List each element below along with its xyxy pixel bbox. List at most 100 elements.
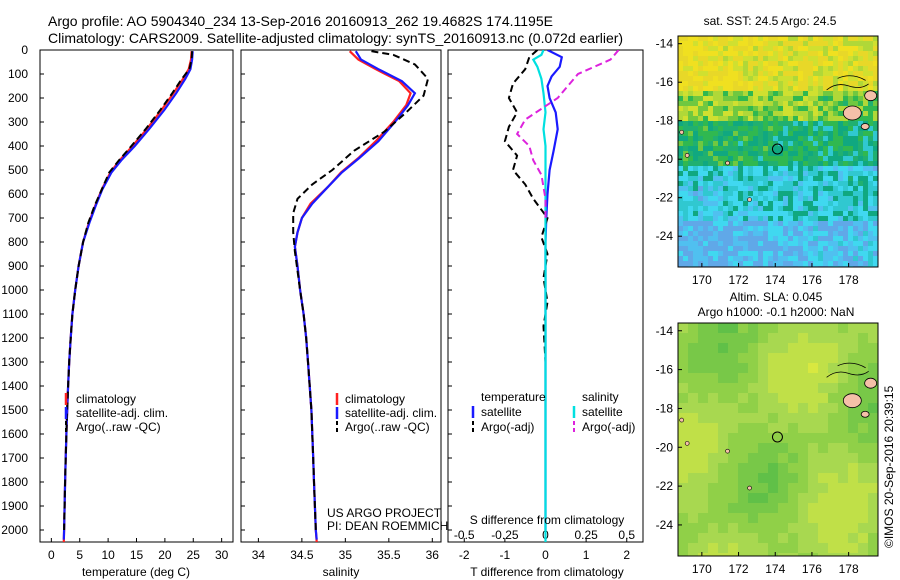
map-cell <box>708 256 714 262</box>
map-cell <box>728 553 739 556</box>
map-cell <box>753 216 759 222</box>
map-cell <box>743 226 749 232</box>
map-cell <box>748 131 754 137</box>
map-cell <box>828 473 839 484</box>
map-cell <box>733 51 739 57</box>
map-cell <box>838 226 844 232</box>
map-cell <box>713 71 719 77</box>
map-cell <box>748 191 754 197</box>
map-cell <box>778 96 784 102</box>
map-cell <box>848 196 854 202</box>
map-cell <box>688 493 699 504</box>
map-cell <box>778 373 789 384</box>
map-cell <box>723 126 729 132</box>
map-cell <box>753 251 759 257</box>
map-cell <box>843 71 849 77</box>
map-cell <box>778 51 784 57</box>
map-cell <box>748 503 759 514</box>
map-cell <box>683 36 689 42</box>
map-cell <box>753 121 759 127</box>
map-cell <box>848 136 854 142</box>
map-cell <box>738 226 744 232</box>
map-cell <box>788 443 799 454</box>
map-cell <box>853 91 859 97</box>
map-cell <box>758 156 764 162</box>
map-cell <box>798 503 809 514</box>
map-cell <box>718 181 724 187</box>
map-cell <box>828 236 834 242</box>
map-cell <box>788 343 799 354</box>
map-cell <box>798 41 804 47</box>
map-cell <box>788 156 794 162</box>
map-cell <box>708 353 719 364</box>
map-x-tick-label: 178 <box>839 562 859 576</box>
map-cell <box>828 403 839 414</box>
map-cell <box>843 186 849 192</box>
sst-map-title: sat. SST: 24.5 Argo: 24.5 <box>704 14 837 28</box>
map-cell <box>808 543 819 554</box>
map-cell <box>733 191 739 197</box>
map-cell <box>808 433 819 444</box>
map-cell <box>693 81 699 87</box>
map-cell <box>778 553 789 556</box>
map-cell <box>768 453 779 464</box>
map-cell <box>808 66 814 72</box>
map-cell <box>788 206 794 212</box>
sla-map-title-2: Argo h1000: -0.1 h2000: NaN <box>698 305 855 319</box>
map-cell <box>758 146 764 152</box>
map-cell <box>793 181 799 187</box>
map-cell <box>678 61 684 67</box>
map-cell <box>838 383 849 394</box>
map-cell <box>728 443 739 454</box>
map-cell <box>703 191 709 197</box>
map-cell <box>758 226 764 232</box>
map-cell <box>783 186 789 192</box>
map-cell <box>698 146 704 152</box>
map-cell <box>813 231 819 237</box>
map-cell <box>778 81 784 87</box>
map-cell <box>738 136 744 142</box>
legend-argo: Argo(..raw -QC) <box>345 420 430 434</box>
map-cell <box>768 101 774 107</box>
map-cell <box>768 443 779 454</box>
map-cell <box>828 423 839 434</box>
map-cell <box>873 151 878 157</box>
map-cell <box>793 91 799 97</box>
map-cell <box>738 36 744 42</box>
map-cell <box>738 261 744 267</box>
map-cell <box>803 151 809 157</box>
map-cell <box>813 46 819 52</box>
map-cell <box>698 533 709 544</box>
map-cell <box>733 46 739 52</box>
map-cell <box>788 433 799 444</box>
map-cell <box>713 191 719 197</box>
map-cell <box>823 151 829 157</box>
map-cell <box>733 126 739 132</box>
map-cell <box>848 171 854 177</box>
map-cell <box>708 41 714 47</box>
map-cell <box>763 121 769 127</box>
map-cell <box>763 71 769 77</box>
map-cell <box>768 56 774 62</box>
map-cell <box>863 196 869 202</box>
map-cell <box>728 86 734 92</box>
map-cell <box>708 136 714 142</box>
map-cell <box>808 96 814 102</box>
map-cell <box>758 181 764 187</box>
land-islet <box>725 160 730 166</box>
map-cell <box>698 191 704 197</box>
map-cell <box>833 76 839 82</box>
map-cell <box>868 433 878 444</box>
map-cell <box>693 56 699 62</box>
map-cell <box>713 76 719 82</box>
map-cell <box>848 206 854 212</box>
map-cell <box>868 81 874 87</box>
map-cell <box>833 126 839 132</box>
map-cell <box>818 206 824 212</box>
map-cell <box>683 96 689 102</box>
map-cell <box>708 463 719 474</box>
x-tick-label: 1 <box>583 548 590 562</box>
map-cell <box>858 231 864 237</box>
map-cell <box>738 231 744 237</box>
map-cell <box>803 166 809 172</box>
